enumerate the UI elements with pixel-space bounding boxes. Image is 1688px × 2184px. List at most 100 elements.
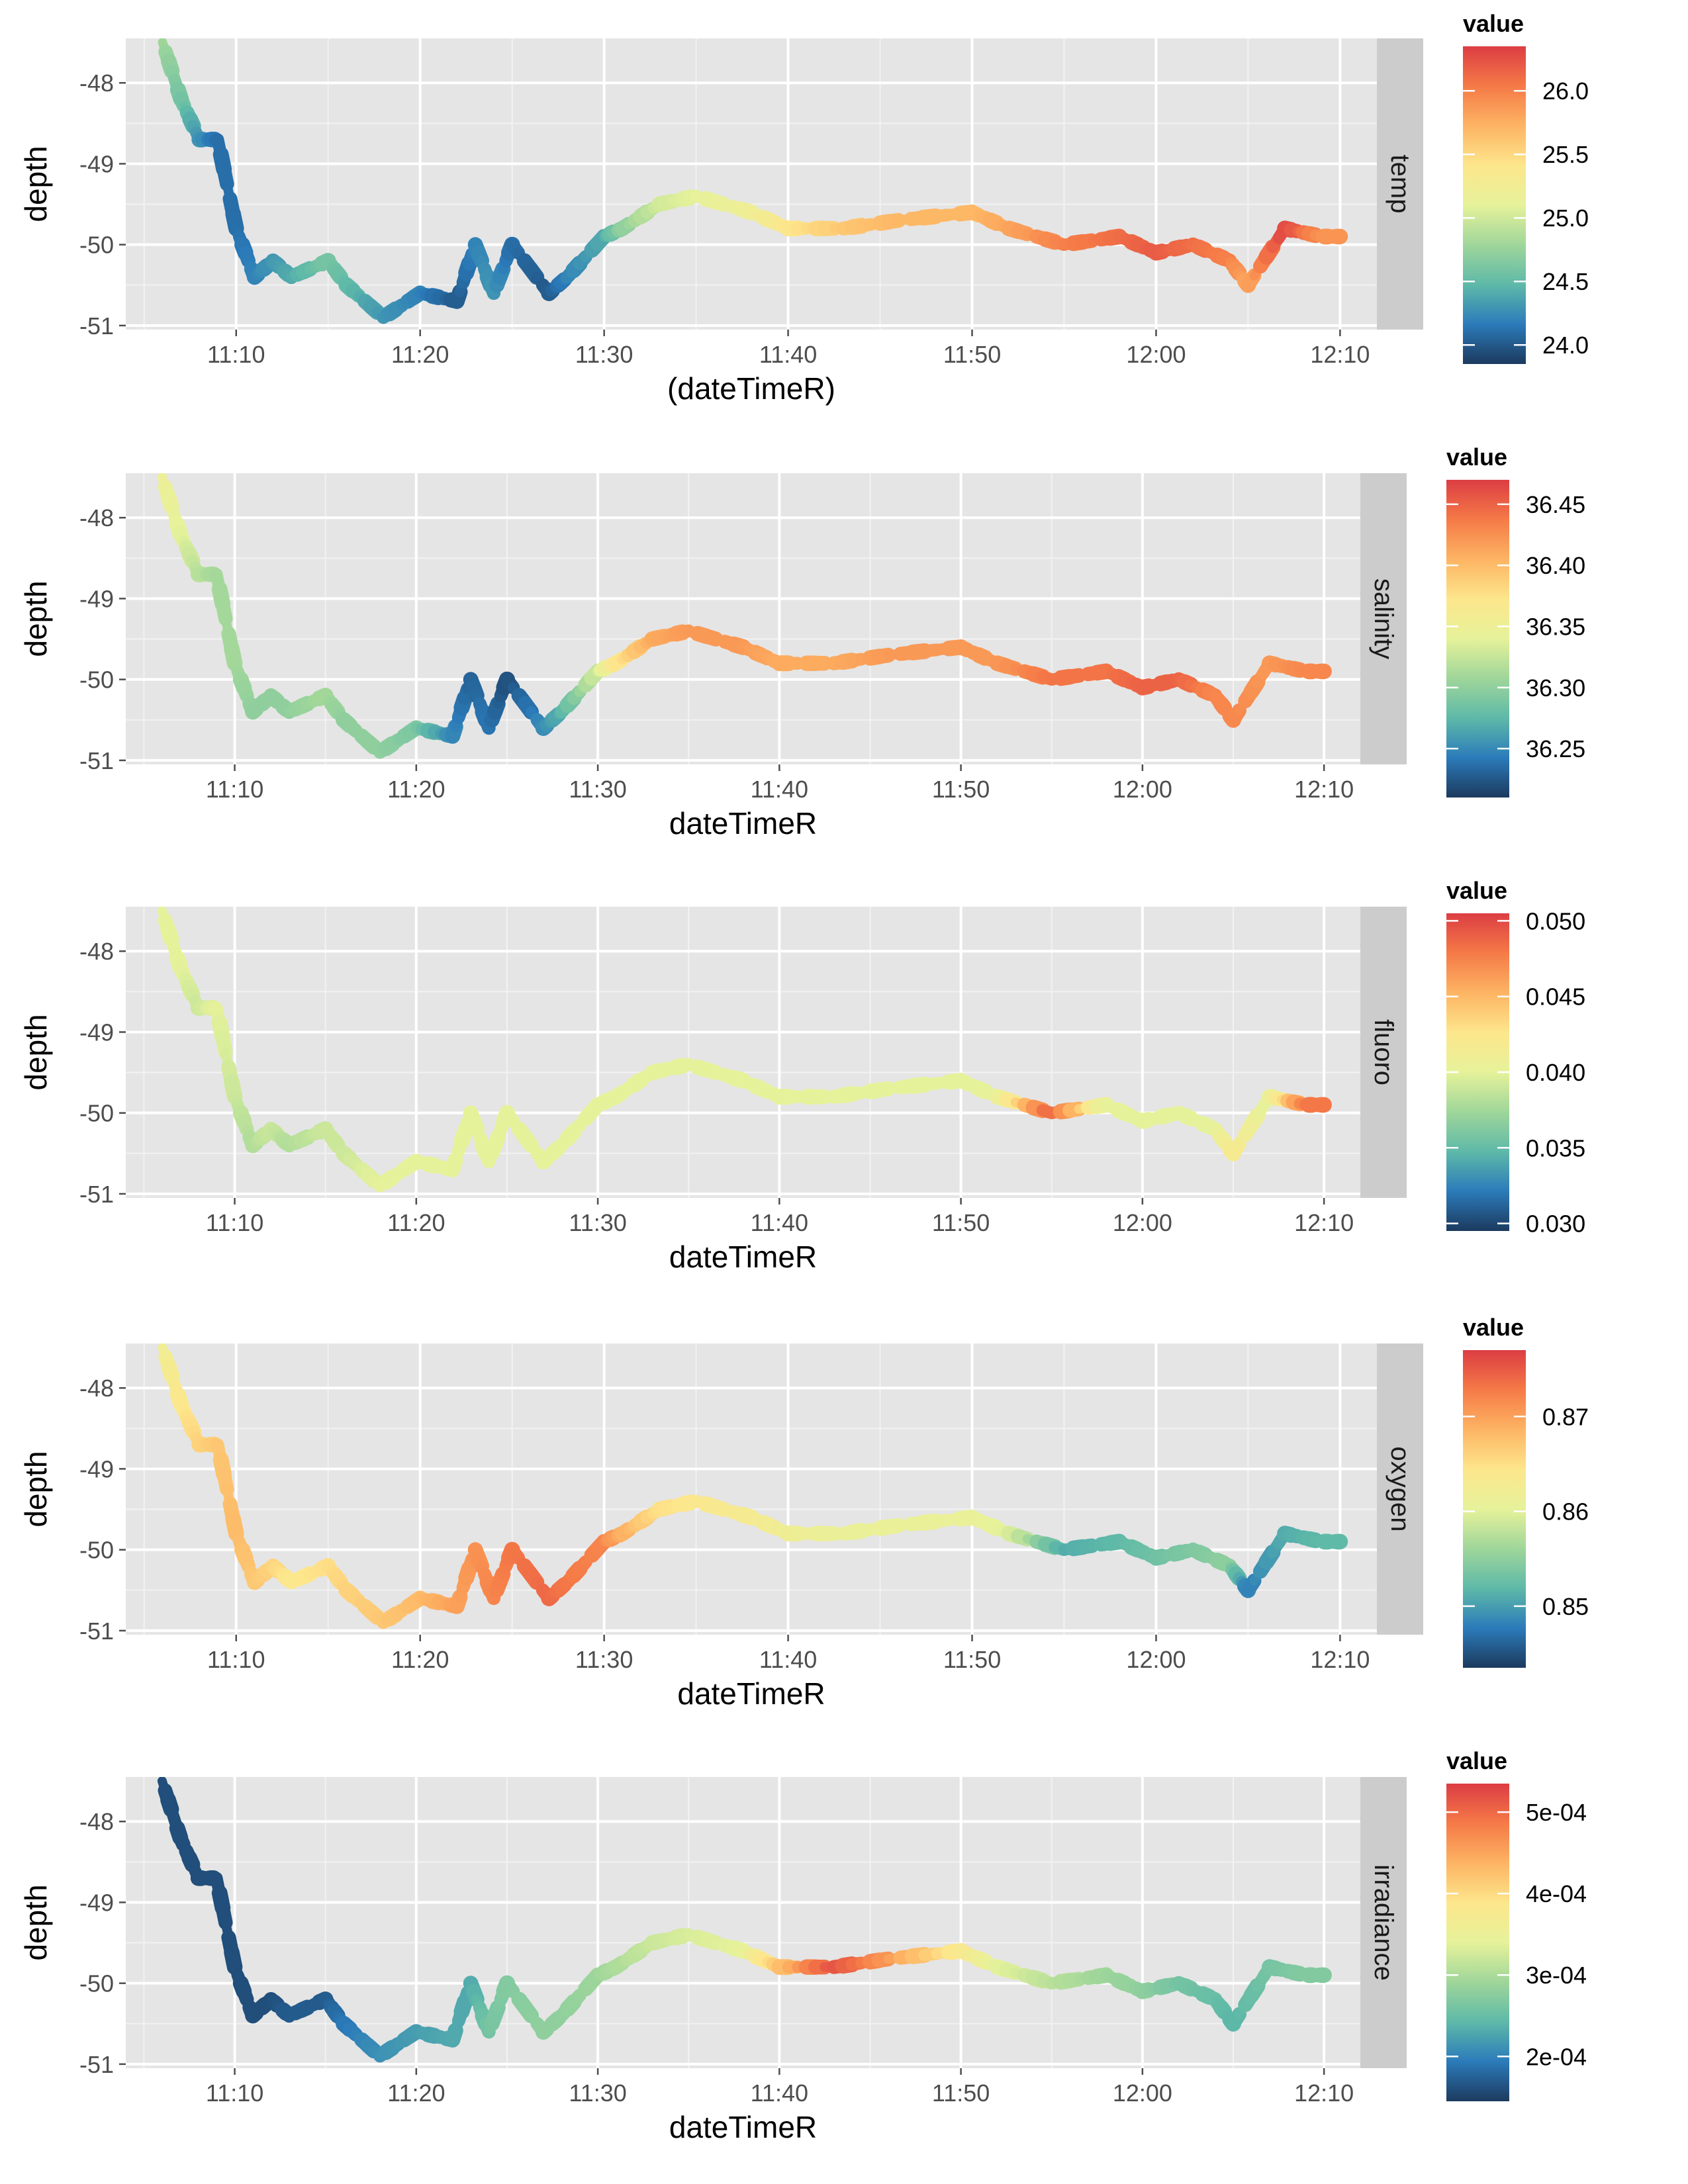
legend-label: 3e-04 [1526,1962,1587,1989]
data-series [158,38,1348,324]
x-tick-label: 11:50 [932,776,990,803]
x-tick-label: 12:10 [1294,2079,1354,2107]
x-tick-label: 11:50 [932,2079,990,2107]
legend-label: 0.040 [1526,1059,1585,1086]
facet-strip [1360,1777,1407,2068]
x-tick-label: 11:40 [751,2079,808,2107]
panel-salinity: 11:10 11:20 11:30 11:40 11:50 12:00 12:10 -48 -4… [19,443,1585,841]
x-tick-label: 11:40 [751,1209,808,1236]
legend-label: 24.0 [1542,332,1589,359]
colorbar-legend: value 5e-04 4e-04 3e-04 2e-04 [1446,1747,1587,2101]
x-tick-label: 11:10 [207,1646,265,1673]
x-tick-label: 11:20 [387,776,445,803]
legend-label: 25.0 [1542,205,1589,232]
x-axis-title: dateTimeR [669,2110,817,2144]
y-axis-title: depth [19,1014,53,1090]
x-tick-label: 12:10 [1310,341,1370,368]
colorbar-legend: value 36.45 36.40 36.35 36.30 36.25 [1446,443,1585,797]
facet-strip [1377,38,1423,330]
x-axis-title: (dateTimeR) [667,371,835,406]
y-tick-label: -49 [79,1889,114,1916]
y-tick-label: -48 [79,938,114,965]
legend-label: 2e-04 [1526,2043,1587,2070]
legend-label: 0.87 [1542,1403,1589,1430]
panel-fluoro: 11:10 11:20 11:30 11:40 11:50 12:00 12:10 -48 -4… [19,877,1585,1274]
facet-strip-label: irradiance [1369,1864,1398,1981]
x-tick-label: 11:30 [569,2079,626,2107]
legend-title: value [1446,1747,1507,1774]
legend-label: 5e-04 [1526,1799,1587,1826]
y-axis-title: depth [19,146,53,222]
legend-label: 4e-04 [1526,1880,1587,1907]
legend-label: 0.030 [1526,1210,1585,1238]
x-tick-label: 11:40 [759,1646,817,1673]
facet-strip-label: salinity [1369,578,1398,659]
legend-label: 0.045 [1526,983,1585,1011]
y-tick-label: -50 [79,232,114,259]
x-tick-label: 11:10 [207,341,265,368]
legend-label: 24.5 [1542,268,1589,295]
x-tick-label: 11:30 [575,341,633,368]
colorbar [1446,1784,1509,2101]
legend-title: value [1446,443,1507,471]
y-tick-label: -48 [79,1808,114,1835]
x-tick-label: 11:10 [206,2079,263,2107]
data-series [157,907,1332,1193]
x-tick-label: 11:50 [943,1646,1001,1673]
y-tick-label: -50 [79,1970,114,1997]
data-series [157,473,1332,759]
x-tick-label: 12:00 [1113,2079,1172,2107]
facet-strip [1360,907,1407,1198]
x-tick-label: 11:40 [759,341,817,368]
legend-label: 36.30 [1526,674,1585,702]
x-tick-label: 11:10 [206,1209,263,1236]
y-tick-label: -50 [79,1100,114,1127]
x-tick-label: 11:30 [575,1646,633,1673]
facet-strip-label: temp [1385,155,1415,214]
y-axis-title: depth [19,1884,53,1960]
y-tick-label: -49 [79,1455,114,1482]
y-tick-label: -51 [79,2051,114,2078]
y-tick-label: -51 [79,1617,114,1645]
facet-strip [1360,473,1407,764]
x-tick-label: 11:20 [387,1209,445,1236]
panel-oxygen: 11:10 11:20 11:30 11:40 11:50 12:00 12:10 -48 -4… [19,1314,1589,1711]
x-axis-title: dateTimeR [669,806,817,841]
y-tick-label: -50 [79,1537,114,1564]
x-tick-label: 11:10 [206,776,263,803]
legend-label: 0.035 [1526,1134,1585,1161]
y-tick-label: -51 [79,1181,114,1208]
x-tick-label: 11:30 [569,776,626,803]
legend-label: 36.35 [1526,614,1585,641]
y-tick-label: -48 [79,1375,114,1402]
x-axis-title: dateTimeR [677,1676,825,1711]
colorbar-legend: value 26.0 25.5 25.0 24.5 24.0 [1463,10,1589,364]
y-tick-label: -51 [79,312,114,340]
legend-label: 0.85 [1542,1593,1589,1620]
x-tick-label: 11:50 [932,1209,990,1236]
colorbar-legend: value 0.87 0.86 0.85 [1463,1314,1589,1668]
y-tick-label: -49 [79,150,114,177]
x-tick-label: 11:20 [391,341,449,368]
facet-strip [1377,1343,1423,1635]
x-tick-label: 12:10 [1310,1646,1370,1673]
x-tick-label: 11:20 [391,1646,449,1673]
data-series [157,1777,1332,2063]
x-tick-label: 12:00 [1126,341,1186,368]
legend-label: 25.5 [1542,141,1589,168]
y-tick-label: -49 [79,1019,114,1046]
colorbar [1446,480,1509,797]
x-tick-label: 11:20 [387,2079,445,2107]
x-tick-label: 12:00 [1126,1646,1186,1673]
y-axis-title: depth [19,1451,53,1527]
data-series [158,1343,1348,1629]
colorbar-legend: value 0.050 0.045 0.040 0.035 0.030 [1446,877,1585,1238]
x-tick-label: 12:00 [1113,776,1172,803]
colorbar [1463,46,1526,364]
x-tick-label: 12:10 [1294,776,1354,803]
facet-strip-label: oxygen [1385,1447,1415,1532]
legend-label: 36.25 [1526,735,1585,762]
y-tick-label: -49 [79,585,114,612]
x-tick-label: 12:00 [1113,1209,1172,1236]
